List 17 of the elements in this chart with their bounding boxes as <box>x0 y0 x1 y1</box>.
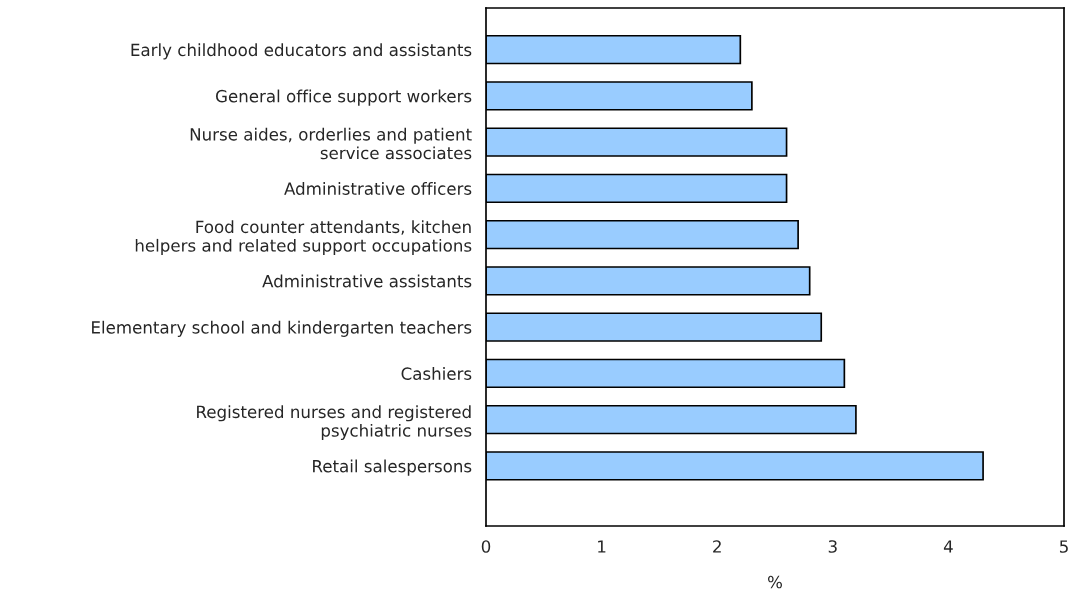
x-tick-label: 1 <box>598 540 606 553</box>
x-tick-label: 5 <box>1059 540 1068 553</box>
x-tick-label: 4 <box>943 540 953 553</box>
y-tick-label: Retail salespersons <box>313 459 472 476</box>
y-tick-label: General office support workers <box>215 89 472 106</box>
y-tick-label: Cashiers <box>401 367 472 380</box>
y-tick-label: Administrative assistants <box>262 274 472 288</box>
y-tick-label: Registered nurses and registered psychiatric nurses <box>197 405 472 441</box>
y-tick-label: Elementary school and kindergarten teachers <box>92 320 472 337</box>
y-tick-label: Nurse aides, orderlies and patient service associates <box>190 127 472 160</box>
y-tick-label: Food counter attendants, kitchen helpers and related support occupations <box>135 220 472 256</box>
y-tick-label: Early childhood educators and assistants <box>131 43 472 60</box>
x-tick-label: 3 <box>828 540 837 553</box>
x-tick-label: 0 <box>481 540 491 553</box>
x-axis-title: % <box>768 575 782 589</box>
x-tick-label: 2 <box>713 540 721 553</box>
y-tick-label: Administrative officers <box>284 182 472 195</box>
